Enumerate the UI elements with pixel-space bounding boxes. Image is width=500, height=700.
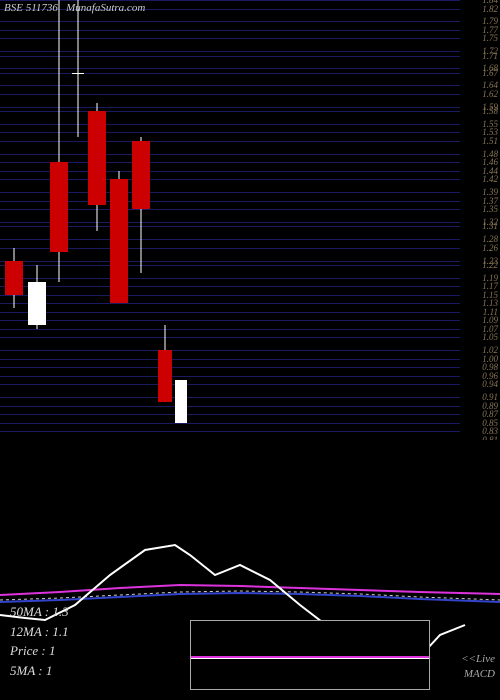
y-axis-label: 1.51 — [482, 137, 498, 146]
candle-body — [158, 350, 172, 401]
candle — [5, 0, 23, 440]
chart-container: 1.841.821.791.771.751.721.711.681.671.64… — [0, 0, 500, 700]
y-axis-label: 1.67 — [482, 69, 498, 78]
candle — [110, 0, 128, 440]
info-line: Price : 1 — [10, 641, 69, 661]
macd-line — [0, 593, 500, 602]
candles-layer — [0, 0, 460, 440]
info-line: 12MA : 1.1 — [10, 622, 69, 642]
candle-wick — [78, 0, 79, 137]
macd-chart: 50MA : 1.312MA : 1.1Price : 15MA : 1 <<L… — [0, 440, 500, 700]
candle-body — [88, 111, 106, 205]
y-axis-label: 1.58 — [482, 107, 498, 116]
candle — [50, 0, 68, 440]
y-axis-label: 1.62 — [482, 90, 498, 99]
candle-body — [50, 162, 68, 252]
candle-body — [175, 380, 187, 423]
candle — [88, 0, 106, 440]
main-candlestick-chart: 1.841.821.791.771.751.721.711.681.671.64… — [0, 0, 500, 440]
candle-body — [28, 282, 46, 325]
y-axis-label: 1.75 — [482, 34, 498, 43]
live-label: <<Live — [461, 653, 495, 665]
candle — [175, 0, 187, 440]
inset-line — [191, 658, 429, 659]
info-line: 5MA : 1 — [10, 661, 69, 681]
macd-label: MACD — [464, 668, 495, 680]
y-axis-label: 1.05 — [482, 333, 498, 342]
y-axis-label: 1.42 — [482, 175, 498, 184]
y-axis-label: 1.26 — [482, 244, 498, 253]
info-line: 50MA : 1.3 — [10, 602, 69, 622]
candle-body — [5, 261, 23, 295]
candle — [132, 0, 150, 440]
y-axis-label: 0.94 — [482, 380, 498, 389]
inset-box — [190, 620, 430, 690]
candle-body — [110, 179, 128, 303]
y-axis-label: 1.35 — [482, 205, 498, 214]
y-axis-label: 1.31 — [482, 222, 498, 231]
y-axis-label: 1.82 — [482, 5, 498, 14]
info-box: 50MA : 1.312MA : 1.1Price : 15MA : 1 — [10, 602, 69, 680]
candle-body — [72, 73, 84, 74]
y-axis-labels: 1.841.821.791.771.751.721.711.681.671.64… — [460, 0, 500, 440]
y-axis-label: 1.71 — [482, 52, 498, 61]
candle — [158, 0, 172, 440]
candle — [28, 0, 46, 440]
candle — [72, 0, 84, 440]
candle-body — [132, 141, 150, 209]
y-axis-label: 1.22 — [482, 261, 498, 270]
